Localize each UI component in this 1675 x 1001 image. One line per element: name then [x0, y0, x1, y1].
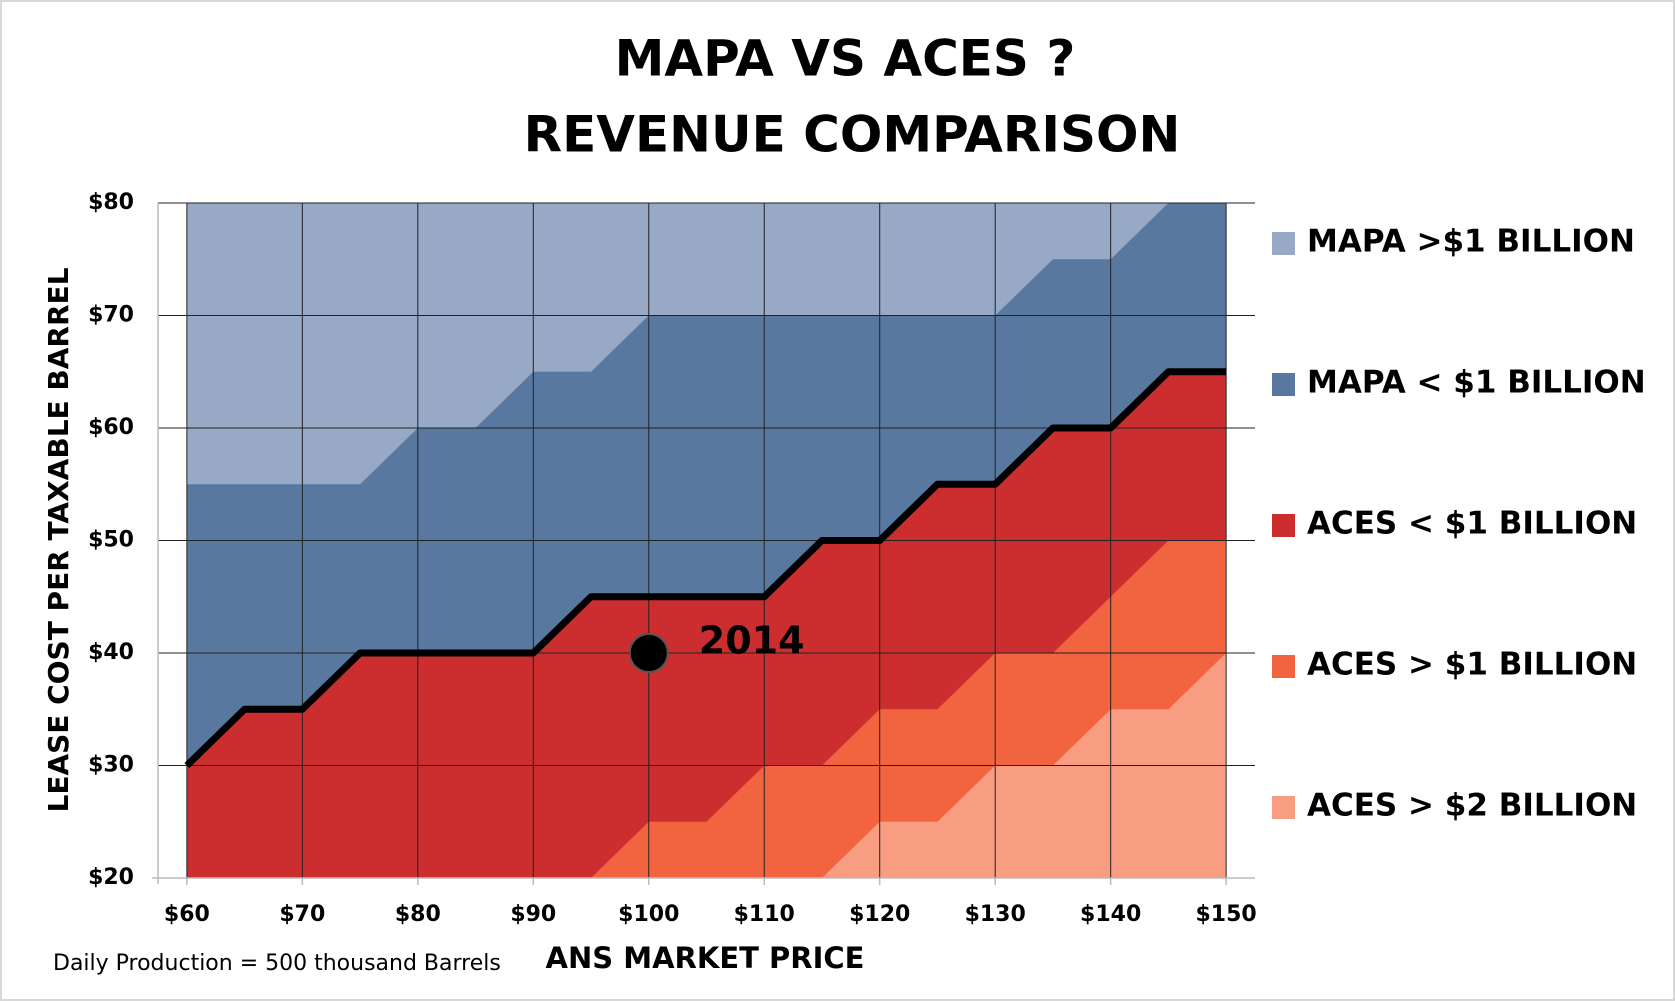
y-axis-label: LEASE COST PER TAXABLE BARREL — [42, 267, 75, 812]
x-axis-label: ANS MARKET PRICE — [546, 941, 865, 975]
x-tick-label: $70 — [279, 902, 325, 927]
y-tick-label: $70 — [88, 303, 134, 328]
legend-label: ACES > $1 BILLION — [1307, 647, 1637, 683]
legend-swatch — [1272, 373, 1295, 396]
legend-label: ACES > $2 BILLION — [1307, 788, 1637, 824]
line — [184, 368, 1227, 769]
y-tick-label: $40 — [88, 640, 134, 665]
x-tick-label: $100 — [618, 902, 679, 927]
y-tick-label: $60 — [88, 415, 134, 440]
x-tick-label: $130 — [965, 902, 1026, 927]
y-tick-label: $30 — [88, 753, 134, 778]
area — [186, 653, 1227, 878]
legend-label: ACES < $1 BILLION — [1307, 506, 1637, 542]
annotation-marker — [628, 633, 669, 673]
x-tick-label: $60 — [164, 902, 210, 927]
x-tick-label: $80 — [395, 902, 441, 927]
x-tick-label: $120 — [849, 902, 910, 927]
annotation-label: 2014 — [699, 619, 805, 663]
chart-title: MAPA VS ACES ? — [615, 30, 1076, 88]
legend-label: MAPA >$1 BILLION — [1307, 224, 1635, 260]
legend-swatch — [1272, 796, 1295, 819]
legend-swatch — [1272, 514, 1295, 537]
footnote: Daily Production = 500 thousand Barrels — [53, 951, 501, 976]
x-tick-label: $110 — [734, 902, 795, 927]
legend-label: MAPA < $1 BILLION — [1307, 365, 1646, 401]
legend-swatch — [1272, 655, 1295, 678]
x-tick-label: $90 — [510, 902, 556, 927]
x-tick-label: $140 — [1080, 902, 1141, 927]
y-tick-label: $50 — [88, 528, 134, 553]
x-tick-label: $150 — [1196, 902, 1257, 927]
y-tick-label: $20 — [88, 865, 134, 890]
legend-swatch — [1272, 232, 1295, 255]
chart-title: REVENUE COMPARISON — [524, 106, 1181, 164]
y-tick-label: $80 — [88, 190, 134, 215]
